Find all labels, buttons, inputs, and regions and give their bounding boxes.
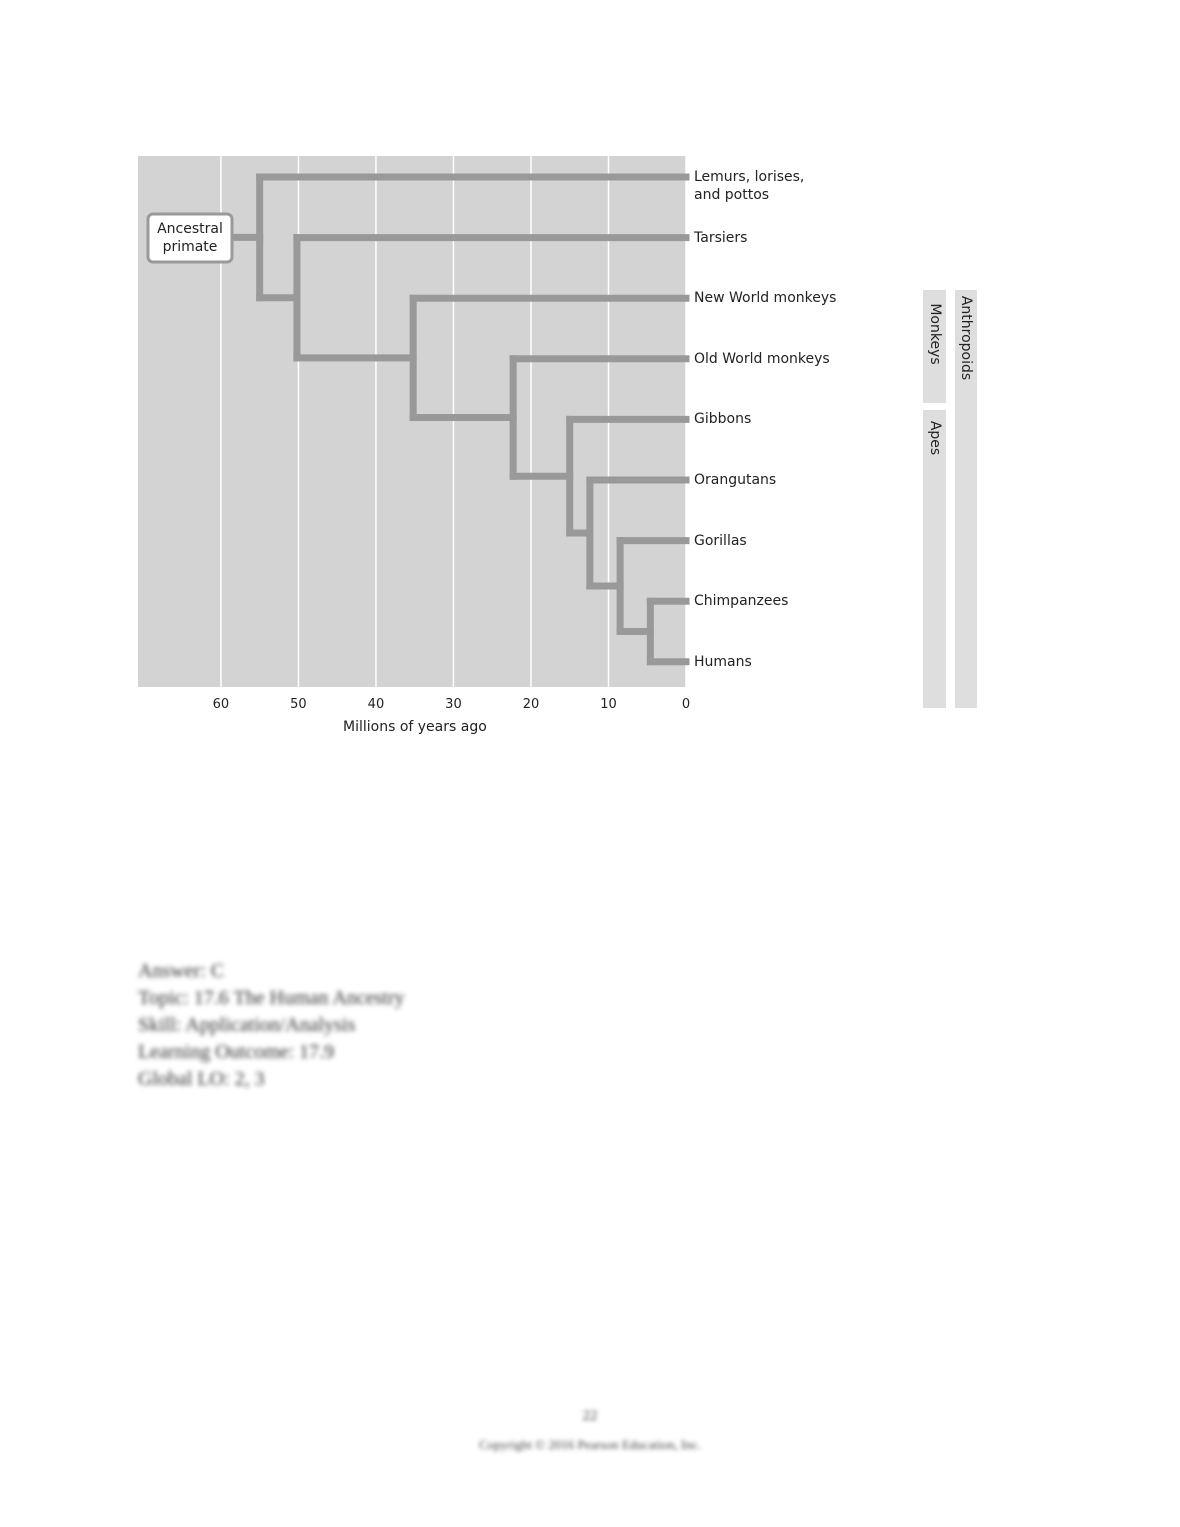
taxon-label: Tarsiers (694, 229, 748, 246)
taxon-label: Orangutans (694, 472, 777, 488)
x-axis-title: Millions of years ago (343, 719, 487, 735)
ancestor-box (146, 212, 234, 264)
note-line: Topic: 17.6 The Human Ancestry (138, 987, 405, 1009)
group-bar: Monkeys (923, 290, 946, 403)
group-label: Anthropoids (958, 295, 974, 381)
x-tick-label: 30 (445, 697, 462, 712)
tree-diagram (138, 156, 690, 687)
group-label: Apes (926, 420, 943, 456)
taxon-label: Lemurs, lorises, and pottos (694, 169, 805, 203)
note-line: Answer: C (138, 960, 225, 982)
taxon-label: Chimpanzees (694, 593, 789, 610)
x-tick-label: 20 (522, 697, 540, 712)
taxon-label: Gibbons (694, 411, 752, 428)
taxon-label: Humans (694, 653, 752, 670)
note-line: Global LO: 2, 3 (138, 1068, 265, 1090)
x-tick-label: 10 (600, 697, 617, 712)
note-line: Skill: Application/Analysis (138, 1014, 356, 1036)
taxon-label: Old World monkeys (694, 350, 830, 367)
note-line: Learning Outcome: 17.9 (138, 1041, 335, 1063)
x-tick-label: 50 (290, 697, 307, 712)
x-tick-label: 0 (681, 697, 691, 712)
x-tick-label: 40 (367, 697, 385, 712)
taxon-label: New World monkeys (694, 290, 837, 307)
taxon-label: Gorillas (694, 532, 747, 549)
copyright: Copyright © 2016 Pearson Education, Inc. (479, 1437, 701, 1452)
ancestor-label: Ancestral primate (157, 221, 223, 255)
group-bar: Anthropoids (955, 290, 977, 708)
x-tick-label: 60 (212, 697, 230, 712)
group-bar: Apes (923, 410, 946, 708)
page-number: 22 (582, 1408, 598, 1424)
group-label: Monkeys (926, 303, 943, 365)
